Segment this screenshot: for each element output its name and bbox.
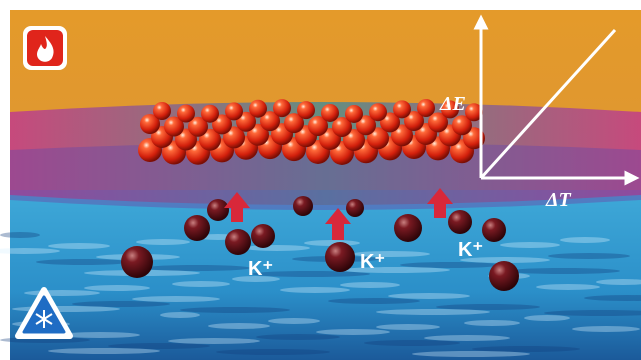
ripple — [36, 259, 130, 265]
sphere — [201, 105, 219, 123]
ripple — [376, 309, 490, 315]
ripple — [328, 298, 420, 304]
ripple — [180, 307, 290, 313]
sphere — [393, 100, 411, 118]
ripple — [168, 338, 260, 344]
sphere — [417, 99, 435, 117]
y-axis-label: ΔE — [439, 93, 466, 115]
ripple — [84, 285, 150, 291]
ripple — [216, 349, 330, 355]
sphere — [346, 199, 364, 217]
ion-label: K⁺ — [360, 251, 385, 273]
ripple — [0, 232, 40, 238]
ripple — [12, 306, 120, 312]
sphere — [177, 105, 195, 123]
ion-label: K⁺ — [458, 239, 483, 261]
ripple — [500, 242, 560, 248]
ripple — [424, 335, 510, 341]
ripple — [524, 315, 570, 321]
ripple — [72, 301, 170, 307]
ripple — [144, 265, 250, 271]
sphere — [251, 224, 275, 248]
hot-icon — [23, 26, 67, 70]
ripple — [508, 268, 620, 274]
ion-label: K⁺ — [248, 258, 273, 280]
sphere — [448, 210, 472, 234]
ripple — [244, 245, 310, 251]
sphere — [207, 199, 229, 221]
ripple — [388, 293, 470, 299]
sphere — [297, 101, 315, 119]
ripple — [160, 312, 200, 318]
ripple — [472, 346, 580, 352]
ripple — [268, 318, 320, 324]
ripple — [340, 282, 400, 288]
ripple — [24, 290, 100, 296]
sphere — [273, 99, 291, 117]
ripple — [316, 329, 390, 335]
x-axis-label: ΔT — [545, 189, 572, 211]
sphere — [394, 214, 422, 242]
ripple — [548, 253, 630, 259]
sphere — [369, 103, 387, 121]
sphere — [293, 196, 313, 216]
sphere — [321, 104, 339, 122]
sphere — [184, 215, 210, 241]
sphere — [225, 229, 251, 255]
ripple — [376, 324, 440, 330]
sphere — [325, 242, 355, 272]
ripple — [340, 267, 450, 273]
ripple — [48, 348, 160, 354]
ripple — [400, 262, 500, 268]
illustration: K⁺ K⁺ K⁺ ΔE ΔT — [0, 0, 641, 360]
ripple — [48, 243, 110, 249]
sphere — [345, 105, 363, 123]
ripple — [256, 334, 340, 340]
sphere — [153, 102, 171, 120]
ripple — [412, 351, 530, 357]
ripple — [572, 326, 640, 332]
sphere — [489, 261, 519, 291]
sphere — [225, 102, 243, 120]
ripple — [132, 296, 220, 302]
sphere — [249, 100, 267, 118]
ripple — [536, 284, 600, 290]
ripple — [280, 287, 350, 293]
sphere — [121, 246, 153, 278]
ripple — [208, 323, 270, 329]
ripple — [364, 340, 460, 346]
ripple — [172, 281, 230, 287]
ripple — [436, 304, 540, 310]
ripple — [464, 320, 520, 326]
ripple — [108, 343, 210, 349]
ripple — [136, 239, 190, 245]
ripple — [560, 237, 610, 243]
sphere — [482, 218, 506, 242]
